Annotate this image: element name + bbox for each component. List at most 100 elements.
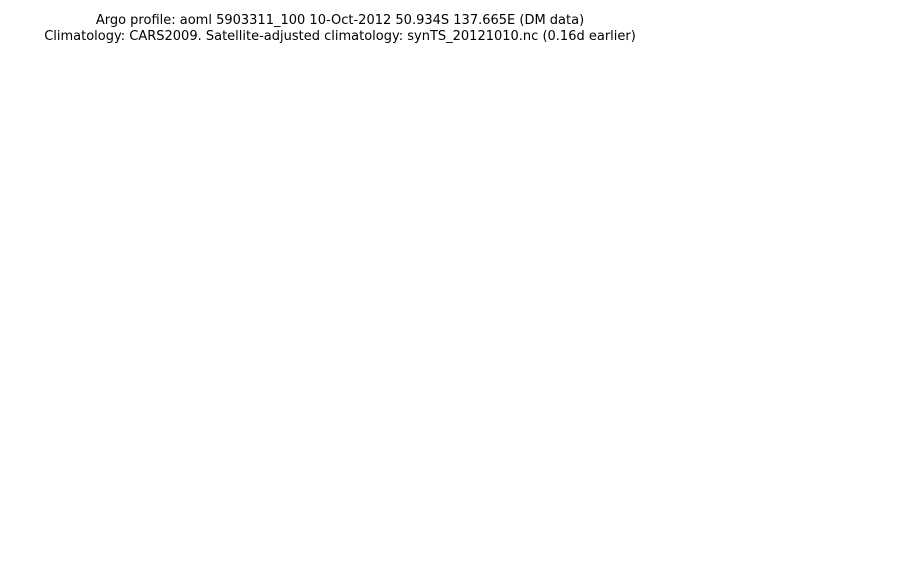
x-axis-label: salinity (320, 566, 360, 579)
map-y-tick-label: -56 (656, 238, 674, 251)
x-tick-label: 34 (250, 549, 264, 562)
depth-tick-label: 300 (9, 117, 30, 130)
profile-panel-3: -2 -1 0 1 2 T difference from climatology -0.5… (447, 50, 646, 579)
legend-label: Argo (481, 420, 507, 433)
depth-tick-label: 1200 (2, 331, 30, 344)
depth-tick-label: 1100 (2, 307, 30, 320)
argo-float-marker (774, 421, 786, 434)
depth-tick-label: 0 (23, 45, 30, 58)
s-tick-label: 0.25 (572, 527, 597, 540)
map-x-tick-label: 140 (799, 271, 820, 284)
map-y-tick-label: -46 (656, 327, 674, 340)
series-climatology (58, 62, 89, 540)
depth-tick-label: 600 (9, 188, 30, 201)
legend-sal-title: salinity (583, 391, 623, 404)
sla-map-title-1: Altim. SLA: 0.15 (723, 291, 811, 304)
x-tick-label: -1 (505, 549, 516, 562)
map-x-tick-label: 130 (674, 550, 695, 563)
map-x-tick-label: 130 (674, 271, 695, 284)
legend-label: satellite-adj. clim. (90, 406, 188, 419)
map-x-tick-label: 140 (799, 550, 820, 563)
depth-tick-label: 1700 (2, 451, 30, 464)
x-tick-label: 15 (129, 549, 143, 562)
sla-map: 130 135 140 145 -46 -48 -50 -52 -54 -56 (656, 319, 882, 563)
legend-label: climatology (90, 392, 154, 405)
depth-tick-label: 1000 (2, 284, 30, 297)
us-argo-label: US ARGO PROJECT (327, 505, 429, 518)
depth-tick-label: 1800 (2, 474, 30, 487)
depth-tick-label: 1900 (2, 498, 30, 511)
map-x-tick-label: 145 (861, 271, 882, 284)
profile-panel-2: 34 34.5 35 35.5 36 salinity climatologysatelli… (239, 50, 443, 579)
map-y-tick-label: -48 (656, 365, 674, 378)
depth-tick-label: 100 (9, 69, 30, 82)
series-salinity-argo (521, 62, 564, 291)
panel-frame (34, 50, 233, 541)
series-argo-raw-qc- (59, 62, 89, 540)
map-y-tick-label: -52 (656, 160, 674, 173)
x-tick-label: -2 (468, 549, 479, 562)
series-satellite-adj-clim- (58, 62, 93, 540)
x-tick-label: 0 (543, 549, 550, 562)
map-y-tick-label: -56 (656, 518, 674, 531)
x-tick-label: 35 (337, 549, 351, 562)
legend-label: Argo (582, 420, 608, 433)
panel-frame (447, 50, 646, 541)
figure-title-2: Climatology: CARS2009. Satellite-adjuste… (44, 29, 636, 44)
map-frame (677, 319, 879, 546)
depth-tick-label: 1400 (2, 379, 30, 392)
depth-tick-label: 500 (9, 164, 30, 177)
x-tick-label: 35.5 (376, 549, 401, 562)
series-argo (549, 62, 618, 540)
profile-panel-1: 0100200300400500600700800900100011001200… (2, 45, 233, 579)
x-tick-label: 2 (616, 549, 623, 562)
legend-temp-title: temperature (481, 391, 550, 404)
sla-map-title-2: Argo h1000: 0.062 h2000: NaN (681, 304, 853, 317)
depth-tick-label: 900 (9, 260, 30, 273)
x-tick-label: 1 (579, 549, 586, 562)
sst-map-title: sat. SST: 6.22 Argo: 6.52 (699, 14, 835, 27)
map-y-tick-label: -50 (656, 404, 674, 417)
depth-tick-label: 200 (9, 93, 30, 106)
figure-title-1: Argo profile: aoml 5903311_100 10-Oct-20… (95, 13, 585, 28)
series-climatology (265, 62, 323, 540)
pi-label: PI: DEAN ROEMMICH (327, 520, 440, 533)
depth-tick-label: 1600 (2, 427, 30, 440)
depth-tick-label: 700 (9, 212, 30, 225)
map-y-tick-label: -52 (656, 442, 674, 455)
x-tick-label: 34.5 (289, 549, 314, 562)
map-image (678, 320, 879, 546)
map-x-tick-label: 135 (736, 271, 757, 284)
s-tick-label: 0 (541, 527, 548, 540)
series-satellite (549, 61, 602, 540)
s-tick-label: -0.25 (491, 527, 519, 540)
x-tick-label: 25 (189, 549, 203, 562)
sst-map: 130 135 140 145 -46 -48 -50 -52 -54 -56 (656, 34, 882, 284)
depth-tick-label: 2000 (2, 522, 30, 535)
map-y-tick-label: -50 (656, 121, 674, 134)
map-y-tick-label: -54 (656, 199, 674, 212)
x-tick-label: 0 (43, 549, 50, 562)
x-axis-label: T difference from climatology (465, 566, 628, 579)
x-tick-label: 10 (100, 549, 114, 562)
x-tick-label: 20 (159, 549, 173, 562)
legend-label: satellite-adj. clim. (345, 406, 443, 419)
depth-tick-label: 400 (9, 140, 30, 153)
x-tick-label: 30 (219, 549, 233, 562)
depth-tick-label: 1500 (2, 403, 30, 416)
panel-frame (239, 50, 441, 541)
map-y-tick-label: -48 (656, 82, 674, 95)
legend-label: Argo(..raw -QC) (90, 420, 176, 433)
series-salinity-satellite (459, 61, 545, 540)
s-tick-label: -0.5 (455, 527, 476, 540)
depth-tick-label: 1300 (2, 355, 30, 368)
s-axis-label: S difference from climatology (471, 514, 634, 527)
argo-float-marker (774, 139, 786, 151)
map-x-tick-label: 135 (736, 550, 757, 563)
map-y-tick-label: -54 (656, 480, 674, 493)
map-y-tick-label: -46 (656, 43, 674, 56)
s-tick-label: 0.5 (615, 527, 633, 540)
x-tick-label: 36 (424, 549, 438, 562)
map-image (678, 35, 879, 267)
